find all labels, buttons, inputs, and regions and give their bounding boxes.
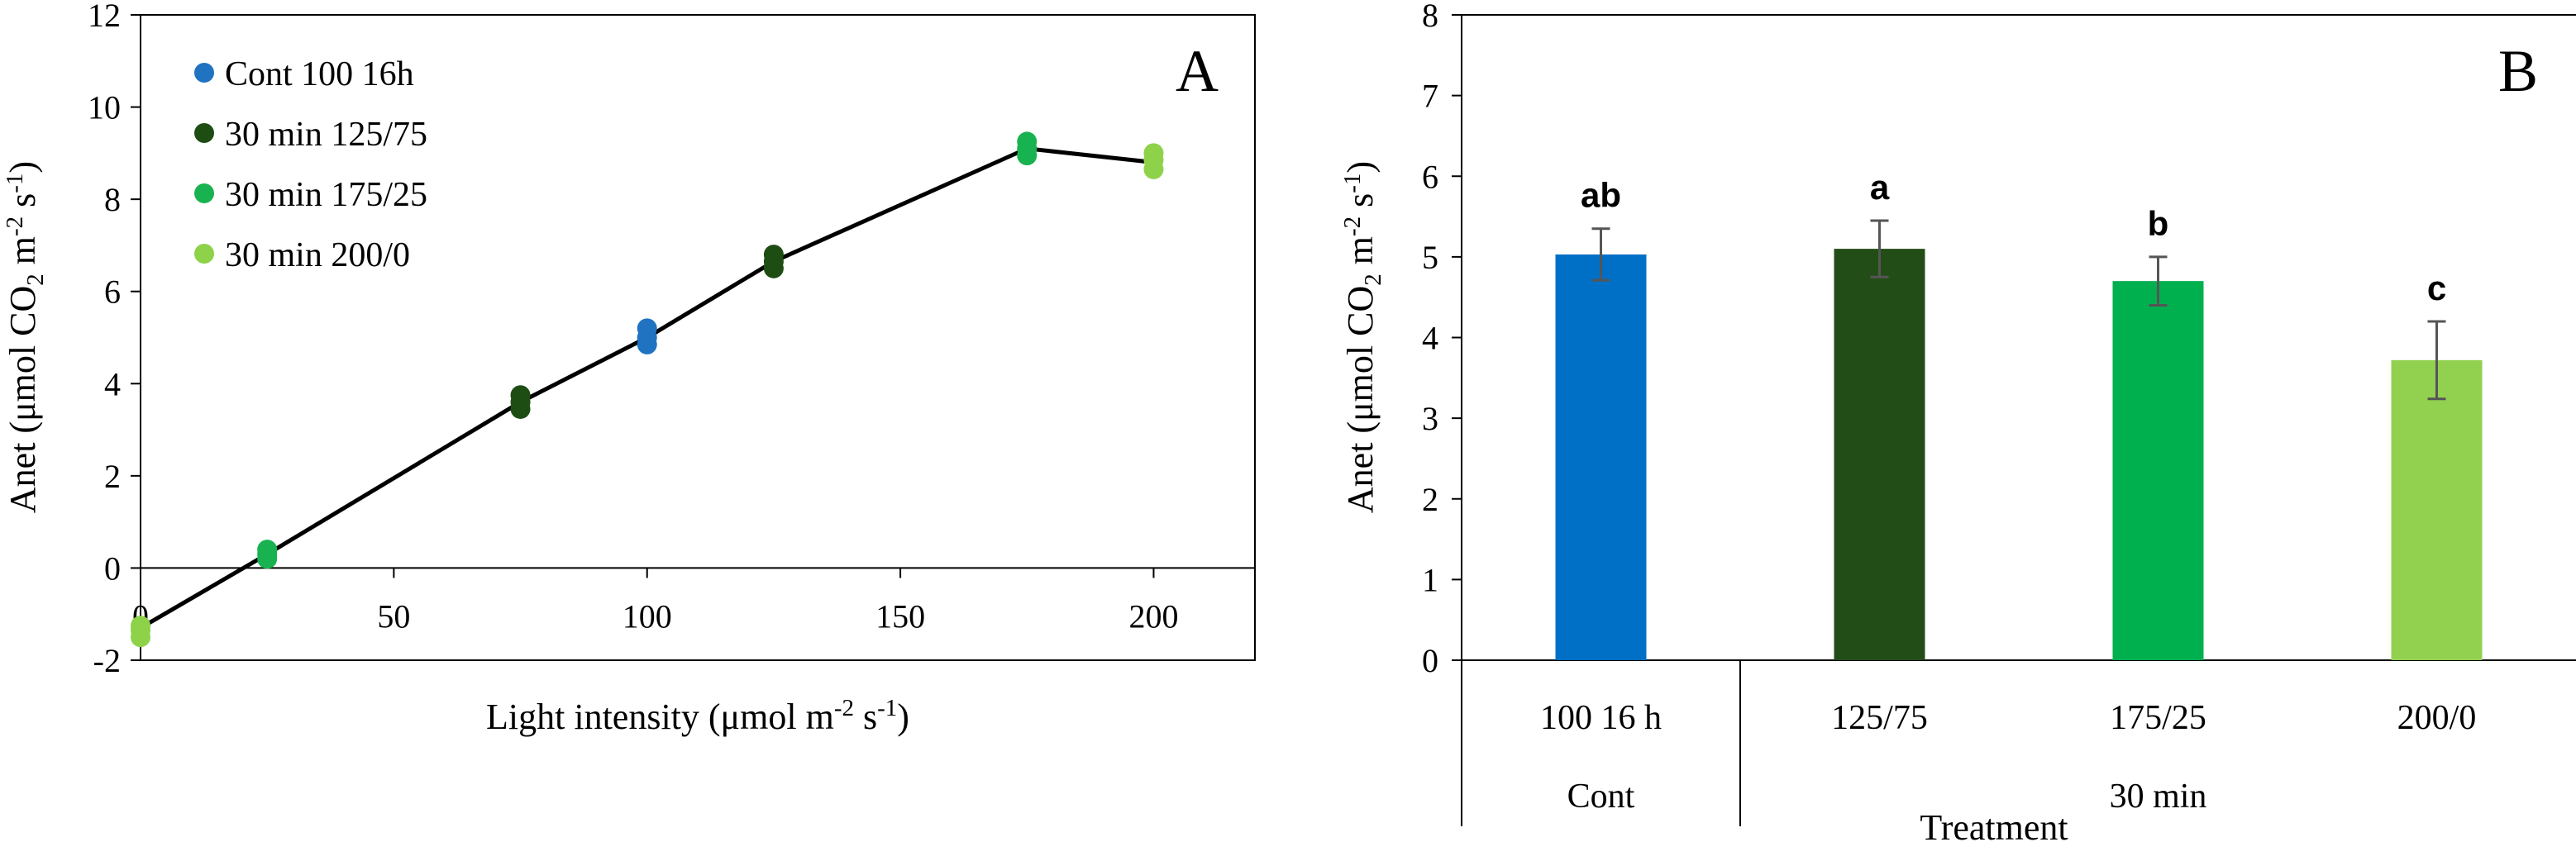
y-tick-label: 2 — [1422, 481, 1438, 518]
x-tick-label: 100 — [623, 597, 672, 635]
y-tick-label: 7 — [1422, 78, 1438, 115]
x-tick-label: 200/0 — [2397, 699, 2477, 737]
y-axis-label-superscript: -1 — [2, 174, 28, 193]
legend-marker — [194, 63, 214, 83]
x-axis-label-text: s — [854, 697, 877, 737]
y-tick-label: 4 — [1422, 320, 1438, 357]
y-axis-label-text: s — [1340, 193, 1381, 216]
y-axis-label-text: ) — [2, 161, 43, 174]
data-point — [131, 616, 150, 636]
y-tick-label: 12 — [88, 0, 121, 34]
significance-letter: ab — [1581, 176, 1621, 215]
y-tick-label: -2 — [93, 642, 121, 679]
x-axis-title: Treatment — [1920, 807, 2068, 842]
x-axis-label: Light intensity (μmol m-2 s-1) — [486, 695, 909, 737]
y-axis-label-superscript: -2 — [2, 216, 28, 236]
legend-marker — [194, 123, 214, 143]
significance-letter: b — [2148, 204, 2169, 243]
significance-letter: c — [2427, 269, 2446, 307]
category-group-label: Cont — [1567, 778, 1635, 816]
y-tick-label: 3 — [1422, 400, 1438, 437]
y-tick-label: 8 — [104, 181, 121, 218]
legend-label: 30 min 125/75 — [225, 116, 427, 154]
category-group-label: 30 min — [2110, 778, 2207, 816]
legend-label: 30 min 175/25 — [225, 176, 427, 214]
x-tick-label: 200 — [1128, 597, 1178, 635]
y-axis-label-text: ) — [1340, 161, 1381, 174]
y-axis-label-subscript: 2 — [1360, 274, 1386, 286]
data-point — [257, 540, 278, 560]
legend-marker — [194, 183, 214, 203]
y-tick-label: 0 — [104, 549, 121, 587]
y-axis-label-text: m — [2, 236, 43, 274]
legend-label: 30 min 200/0 — [225, 236, 410, 274]
data-point — [1143, 143, 1164, 164]
data-point — [637, 318, 657, 339]
fit-line — [139, 146, 1154, 630]
y-axis-label-text: s — [2, 193, 43, 216]
y-tick-label: 8 — [1422, 0, 1438, 34]
y-tick-label: 4 — [104, 365, 121, 402]
panel-label-b: B — [2498, 38, 2538, 104]
bar — [1555, 254, 1647, 660]
y-axis-label: Anet (μmol CO2 m-2 s-1) — [2, 161, 49, 513]
bar — [2112, 281, 2204, 660]
panel-a-scatter-chart: -2024681012050100150200Light intensity (… — [2, 0, 1256, 737]
panel-label-a: A — [1176, 38, 1219, 104]
y-tick-label: 1 — [1422, 561, 1438, 598]
bar — [2391, 359, 2483, 660]
x-axis-label-superscript: -2 — [834, 695, 854, 721]
x-tick-label: 100 16 h — [1540, 699, 1662, 737]
y-axis-label-subscript: 2 — [22, 274, 49, 286]
y-axis-label-superscript: -1 — [1339, 174, 1366, 193]
y-tick-label: 0 — [1422, 642, 1438, 679]
legend-label: Cont 100 16h — [225, 55, 414, 93]
x-axis-label-text: ) — [897, 697, 909, 737]
significance-letter: a — [1870, 168, 1890, 207]
x-tick-label: 50 — [377, 597, 410, 635]
y-axis-label-text: m — [1340, 236, 1381, 274]
y-tick-label: 2 — [104, 458, 121, 495]
y-tick-label: 6 — [1422, 158, 1438, 195]
y-axis-label-superscript: -2 — [1339, 216, 1366, 236]
plot-area-frame — [140, 14, 1256, 661]
data-point — [510, 385, 531, 406]
y-tick-label: 6 — [104, 274, 121, 311]
y-tick-label: 5 — [1422, 239, 1438, 276]
y-axis-label-text: Anet (μmol CO — [2, 286, 43, 513]
y-axis-label: Anet (μmol CO2 m-2 s-1) — [1339, 161, 1386, 513]
x-axis-label-superscript: -1 — [877, 695, 897, 721]
legend-marker — [194, 244, 214, 264]
y-axis-label-text: Anet (μmol CO — [1340, 286, 1381, 513]
data-point — [763, 245, 784, 265]
data-point — [1017, 131, 1038, 152]
x-tick-label: 175/25 — [2110, 699, 2206, 737]
x-tick-label: 125/75 — [1831, 699, 1928, 737]
y-tick-label: 10 — [88, 89, 121, 126]
bar — [1834, 249, 1925, 660]
x-axis-label-text: Light intensity (μmol m — [486, 697, 834, 737]
x-tick-label: 150 — [875, 597, 925, 635]
